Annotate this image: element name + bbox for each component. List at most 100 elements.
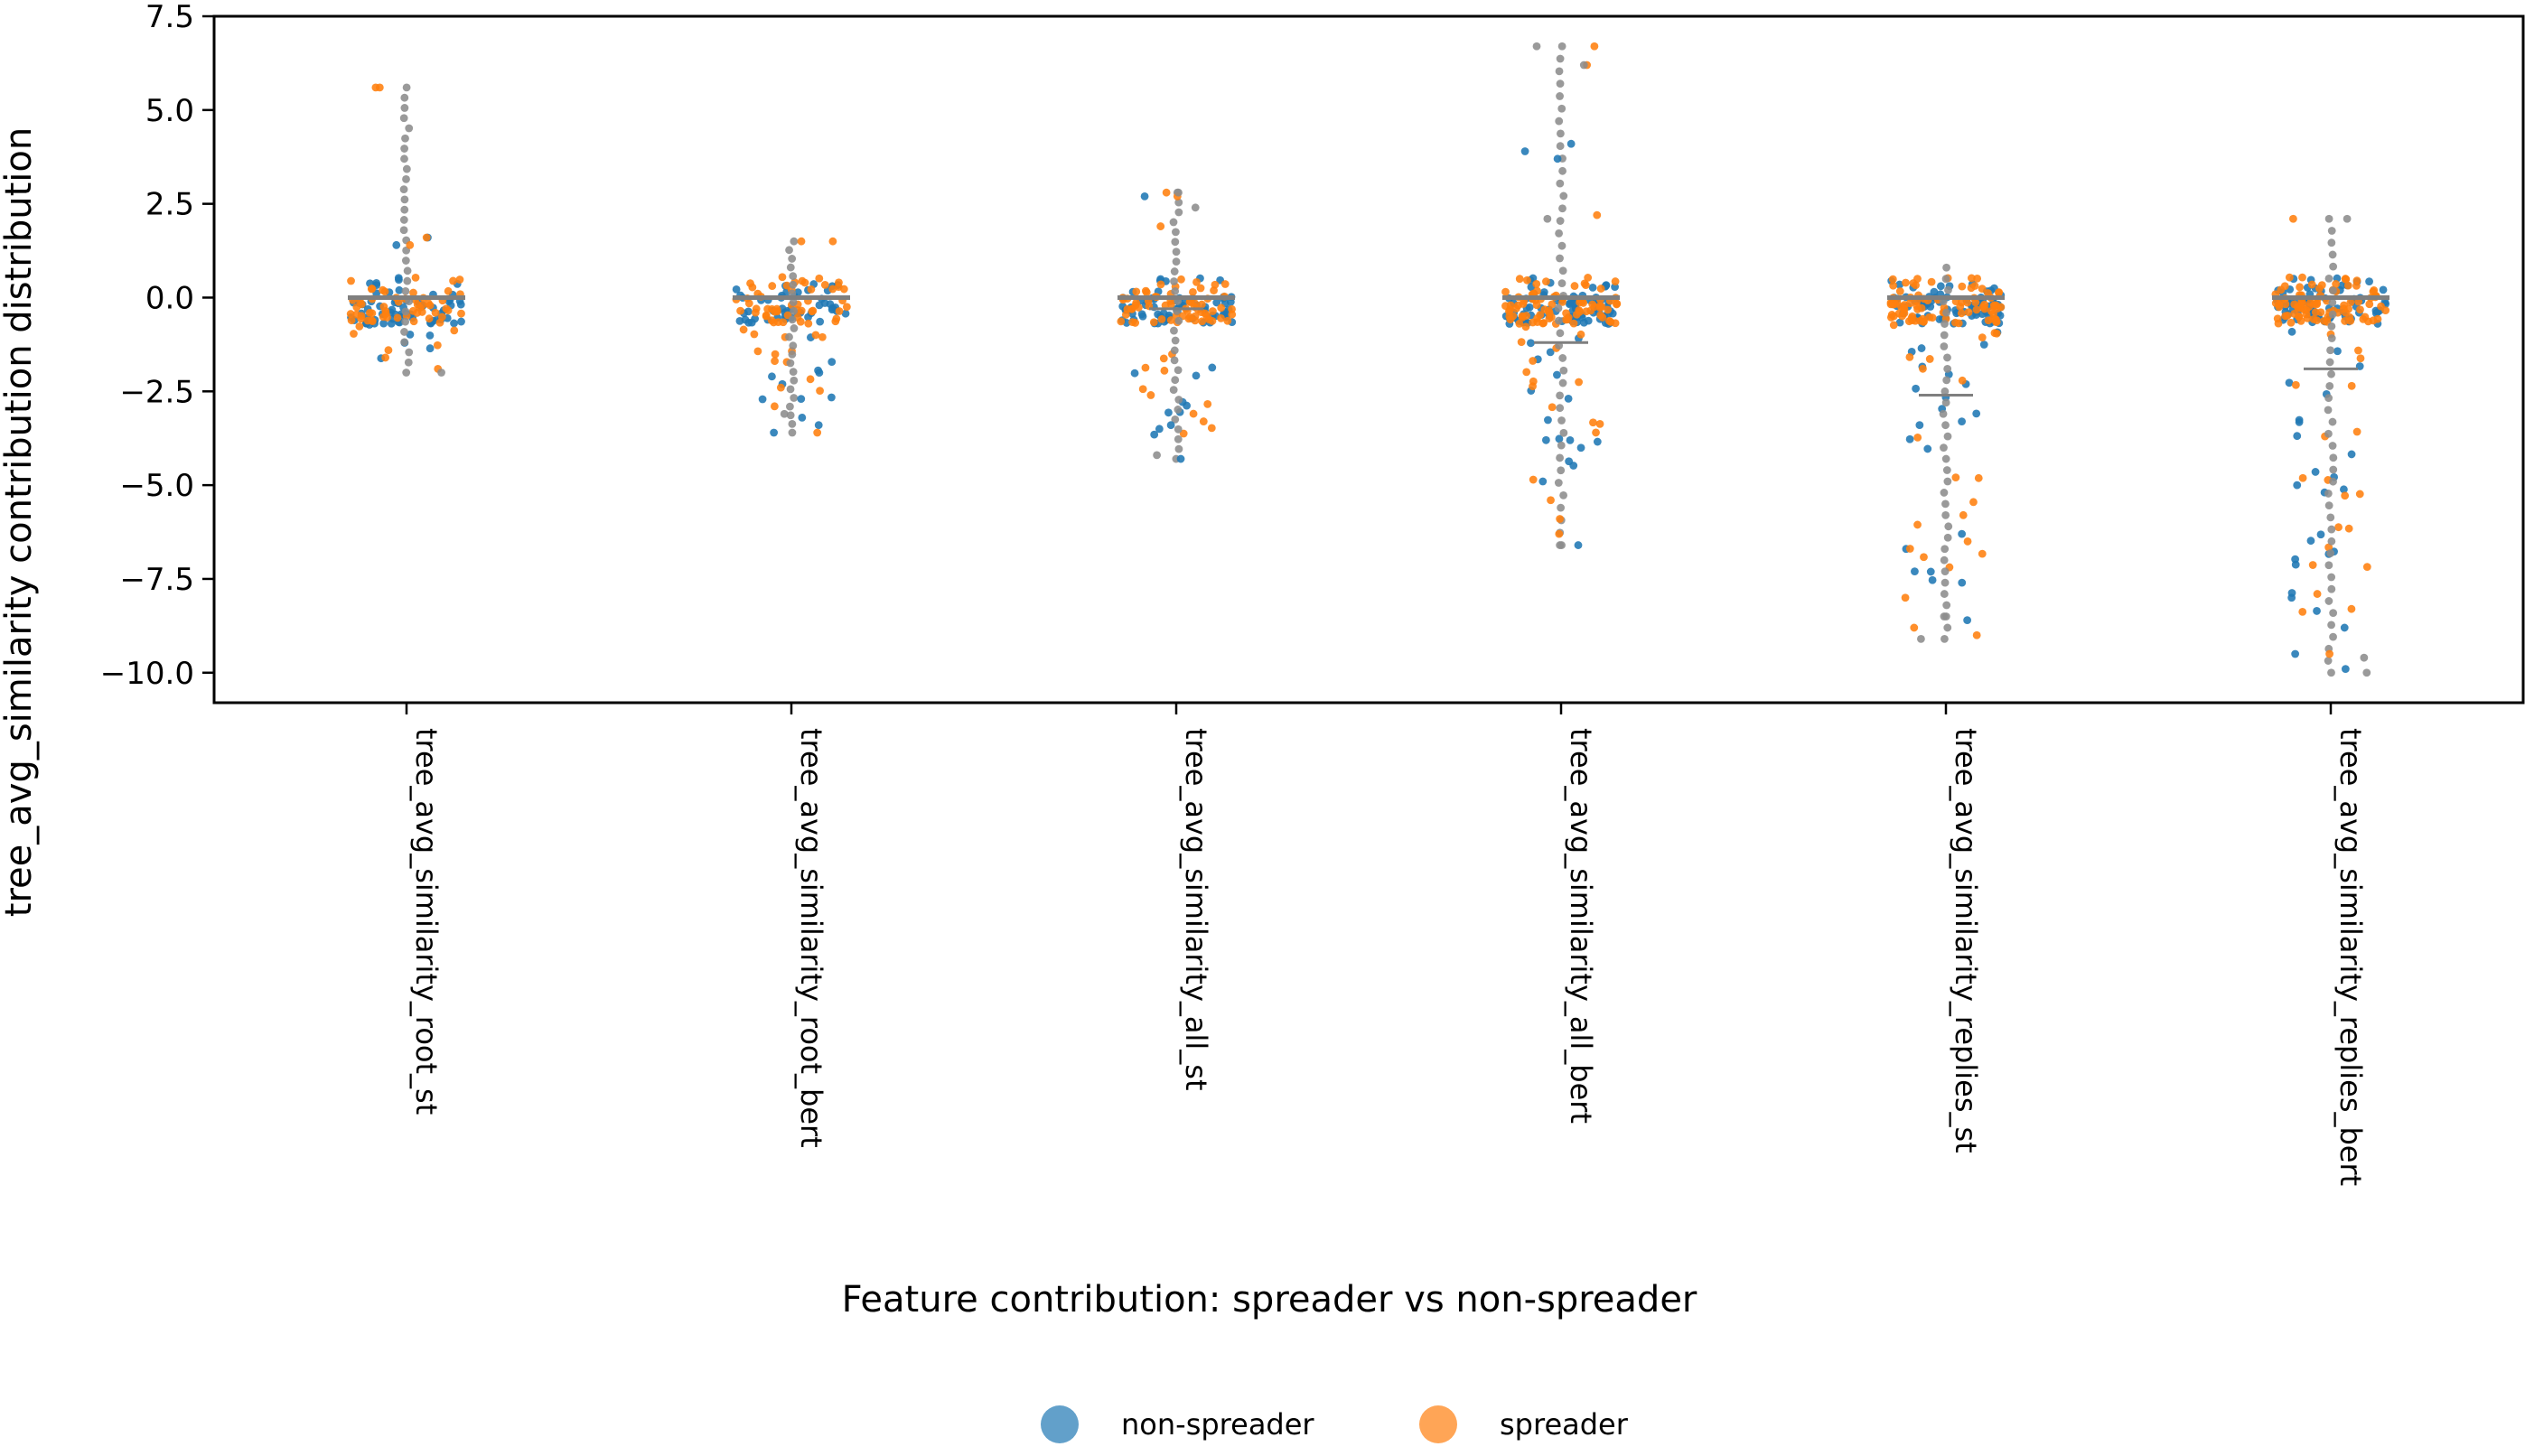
x-tick-label: tree_avg_similarity_root_bert xyxy=(794,728,828,1148)
spreader-point xyxy=(1905,545,1914,553)
non-spreader-point xyxy=(1917,344,1926,352)
non-spreader-point xyxy=(1958,578,1967,587)
grey-point xyxy=(400,328,408,336)
y-tick-label: 7.5 xyxy=(145,0,194,35)
spreader-point xyxy=(2295,313,2303,321)
grey-point xyxy=(790,376,799,385)
grey-point xyxy=(1556,79,1565,89)
grey-point xyxy=(1940,443,1948,452)
grey-point xyxy=(1556,254,1564,263)
legend-marker-non-spreader xyxy=(1041,1405,1079,1443)
grey-point xyxy=(1172,228,1180,237)
spreader-point xyxy=(2359,314,2368,323)
grey-point xyxy=(2324,406,2333,415)
grey-point xyxy=(1153,451,1161,460)
spreader-point xyxy=(1913,434,1922,442)
grey-point xyxy=(437,369,445,377)
grey-point xyxy=(788,428,797,437)
spreader-point xyxy=(2355,490,2364,499)
spreader-point xyxy=(1611,319,1620,328)
spreader-point xyxy=(809,306,818,315)
non-spreader-point xyxy=(2340,485,2348,494)
spreader-point xyxy=(406,240,415,249)
spreader-point xyxy=(1575,378,1584,387)
x-tick-label: tree_avg_similarity_all_st xyxy=(1179,728,1213,1091)
non-spreader-point xyxy=(1541,435,1550,444)
non-spreader-point xyxy=(1527,339,1535,348)
spreader-point xyxy=(1901,593,1910,602)
non-spreader-point xyxy=(1574,541,1583,549)
non-spreader-point xyxy=(1928,575,1937,584)
spreader-point xyxy=(394,297,403,306)
non-spreader-point xyxy=(816,317,825,326)
spreader-point xyxy=(1569,319,1578,328)
non-spreader-point xyxy=(758,395,767,404)
non-spreader-point xyxy=(1539,288,1548,296)
grey-point xyxy=(1556,404,1565,413)
non-spreader-point xyxy=(1137,310,1146,319)
grey-point xyxy=(2324,274,2333,283)
x-axis: tree_avg_similarity_root_st tree_avg_simi… xyxy=(405,703,2368,1186)
spreader-point xyxy=(831,317,840,326)
grey-point xyxy=(2327,525,2336,534)
spreader-point xyxy=(1208,307,1217,315)
non-spreader-point xyxy=(841,309,850,318)
y-axis: 7.5 5.0 2.5 0.0 −2.5 −5.0 −7.5 −10.0 xyxy=(100,0,214,692)
spreader-point xyxy=(1927,277,1936,286)
spreader-point xyxy=(1186,298,1195,306)
grey-point xyxy=(2329,609,2338,618)
non-spreader-point xyxy=(768,372,776,381)
grey-point xyxy=(1556,453,1564,462)
grey-point xyxy=(2324,561,2333,570)
spreader-point xyxy=(1604,316,1613,325)
x-tick-label: tree_avg_similarity_replies_st xyxy=(1949,728,1983,1153)
spreader-point xyxy=(772,304,781,313)
non-spreader-point xyxy=(1565,457,1574,466)
spreader-point xyxy=(1588,300,1597,309)
spreader-point xyxy=(1198,317,1206,326)
legend-label-non-spreader: non-spreader xyxy=(1121,1407,1314,1442)
non-spreader-point xyxy=(2311,468,2320,476)
grey-point xyxy=(1943,432,1952,441)
spreader-point xyxy=(1978,285,1987,293)
grey-point xyxy=(2327,621,2335,630)
grey-point xyxy=(2326,549,2335,557)
grey-point xyxy=(1555,117,1564,126)
non-spreader-point xyxy=(1226,297,1235,306)
spreader-point xyxy=(1518,312,1527,321)
spreader-point xyxy=(1555,529,1564,538)
grey-point xyxy=(1532,42,1541,51)
non-spreader-point xyxy=(1538,477,1548,486)
grey-point xyxy=(1174,188,1183,197)
spreader-point xyxy=(1980,300,1989,309)
spreader-point xyxy=(2285,273,2294,282)
spreader-point xyxy=(1580,279,1589,288)
grey-point xyxy=(1941,275,1950,284)
grey-point xyxy=(2329,453,2338,462)
grey-point xyxy=(2329,262,2338,271)
spreader-point xyxy=(425,314,434,323)
grey-point xyxy=(402,174,410,183)
spreader-point xyxy=(1192,277,1201,286)
spreader-point xyxy=(1517,338,1526,347)
non-spreader-point xyxy=(426,331,435,340)
grey-point xyxy=(405,124,414,133)
grey-point xyxy=(399,114,408,123)
spreader-point xyxy=(1576,298,1584,307)
grey-point xyxy=(1171,286,1180,295)
spreader-point xyxy=(1521,322,1530,331)
spreader-point xyxy=(1529,377,1538,386)
spreader-point xyxy=(2277,285,2286,294)
spreader-point xyxy=(1978,333,1987,342)
grey-point xyxy=(400,93,409,102)
spreader-point xyxy=(442,304,451,313)
spreader-point xyxy=(1586,306,1595,315)
grey-point xyxy=(400,195,409,204)
spreader-point xyxy=(1978,549,1987,558)
spreader-point xyxy=(1228,304,1236,313)
non-spreader-point xyxy=(814,366,822,375)
spreader-point xyxy=(1211,280,1220,289)
grey-point xyxy=(1941,398,1950,407)
non-spreader-point xyxy=(2365,277,2373,286)
grey-point xyxy=(789,341,798,350)
